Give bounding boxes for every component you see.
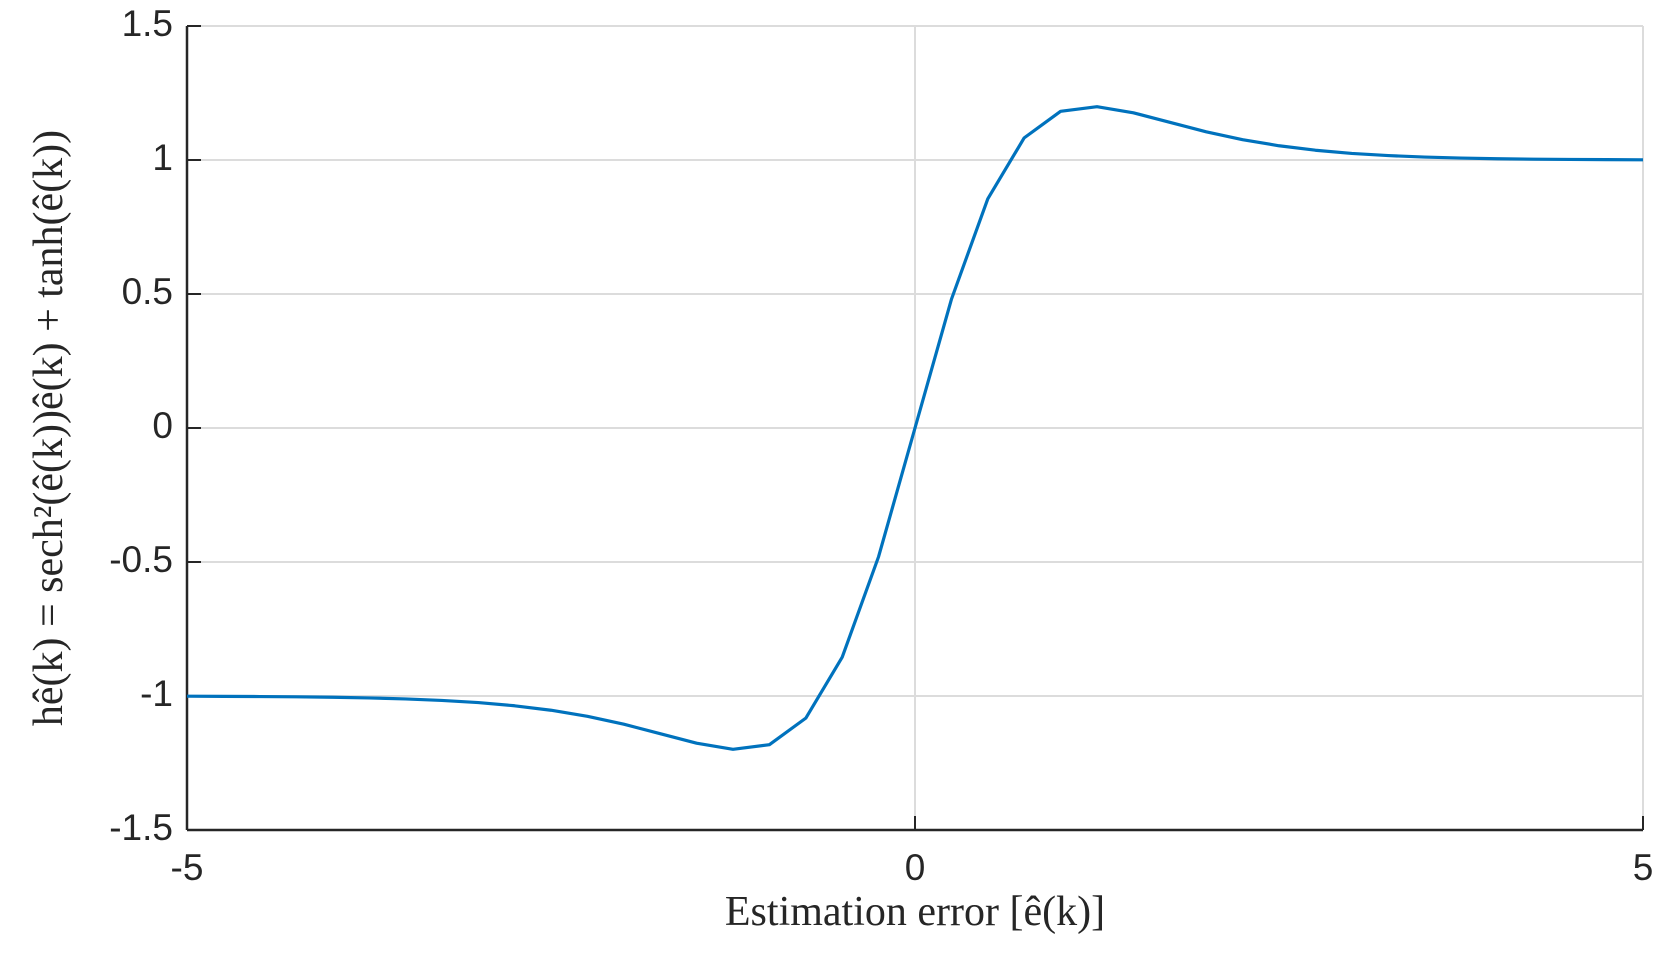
y-tick-label: -1: [140, 673, 173, 714]
y-tick-label: 0: [152, 405, 173, 446]
x-tick-label: 5: [1633, 847, 1654, 888]
y-tick-label: -1.5: [109, 807, 173, 848]
y-tick-label: -0.5: [109, 539, 173, 580]
y-tick-label: 0.5: [122, 271, 173, 312]
y-axis-label: hê(k) = sech²(ê(k))ê(k) + tanh(ê(k)): [26, 130, 72, 726]
x-tick-label: -5: [171, 847, 204, 888]
y-tick-label: 1.5: [122, 3, 173, 44]
line-series: [186, 105, 1644, 751]
x-tick-label: 0: [905, 847, 926, 888]
x-axis-label: Estimation error [ê(k)]: [725, 889, 1105, 935]
y-tick-label: 1: [152, 137, 173, 178]
